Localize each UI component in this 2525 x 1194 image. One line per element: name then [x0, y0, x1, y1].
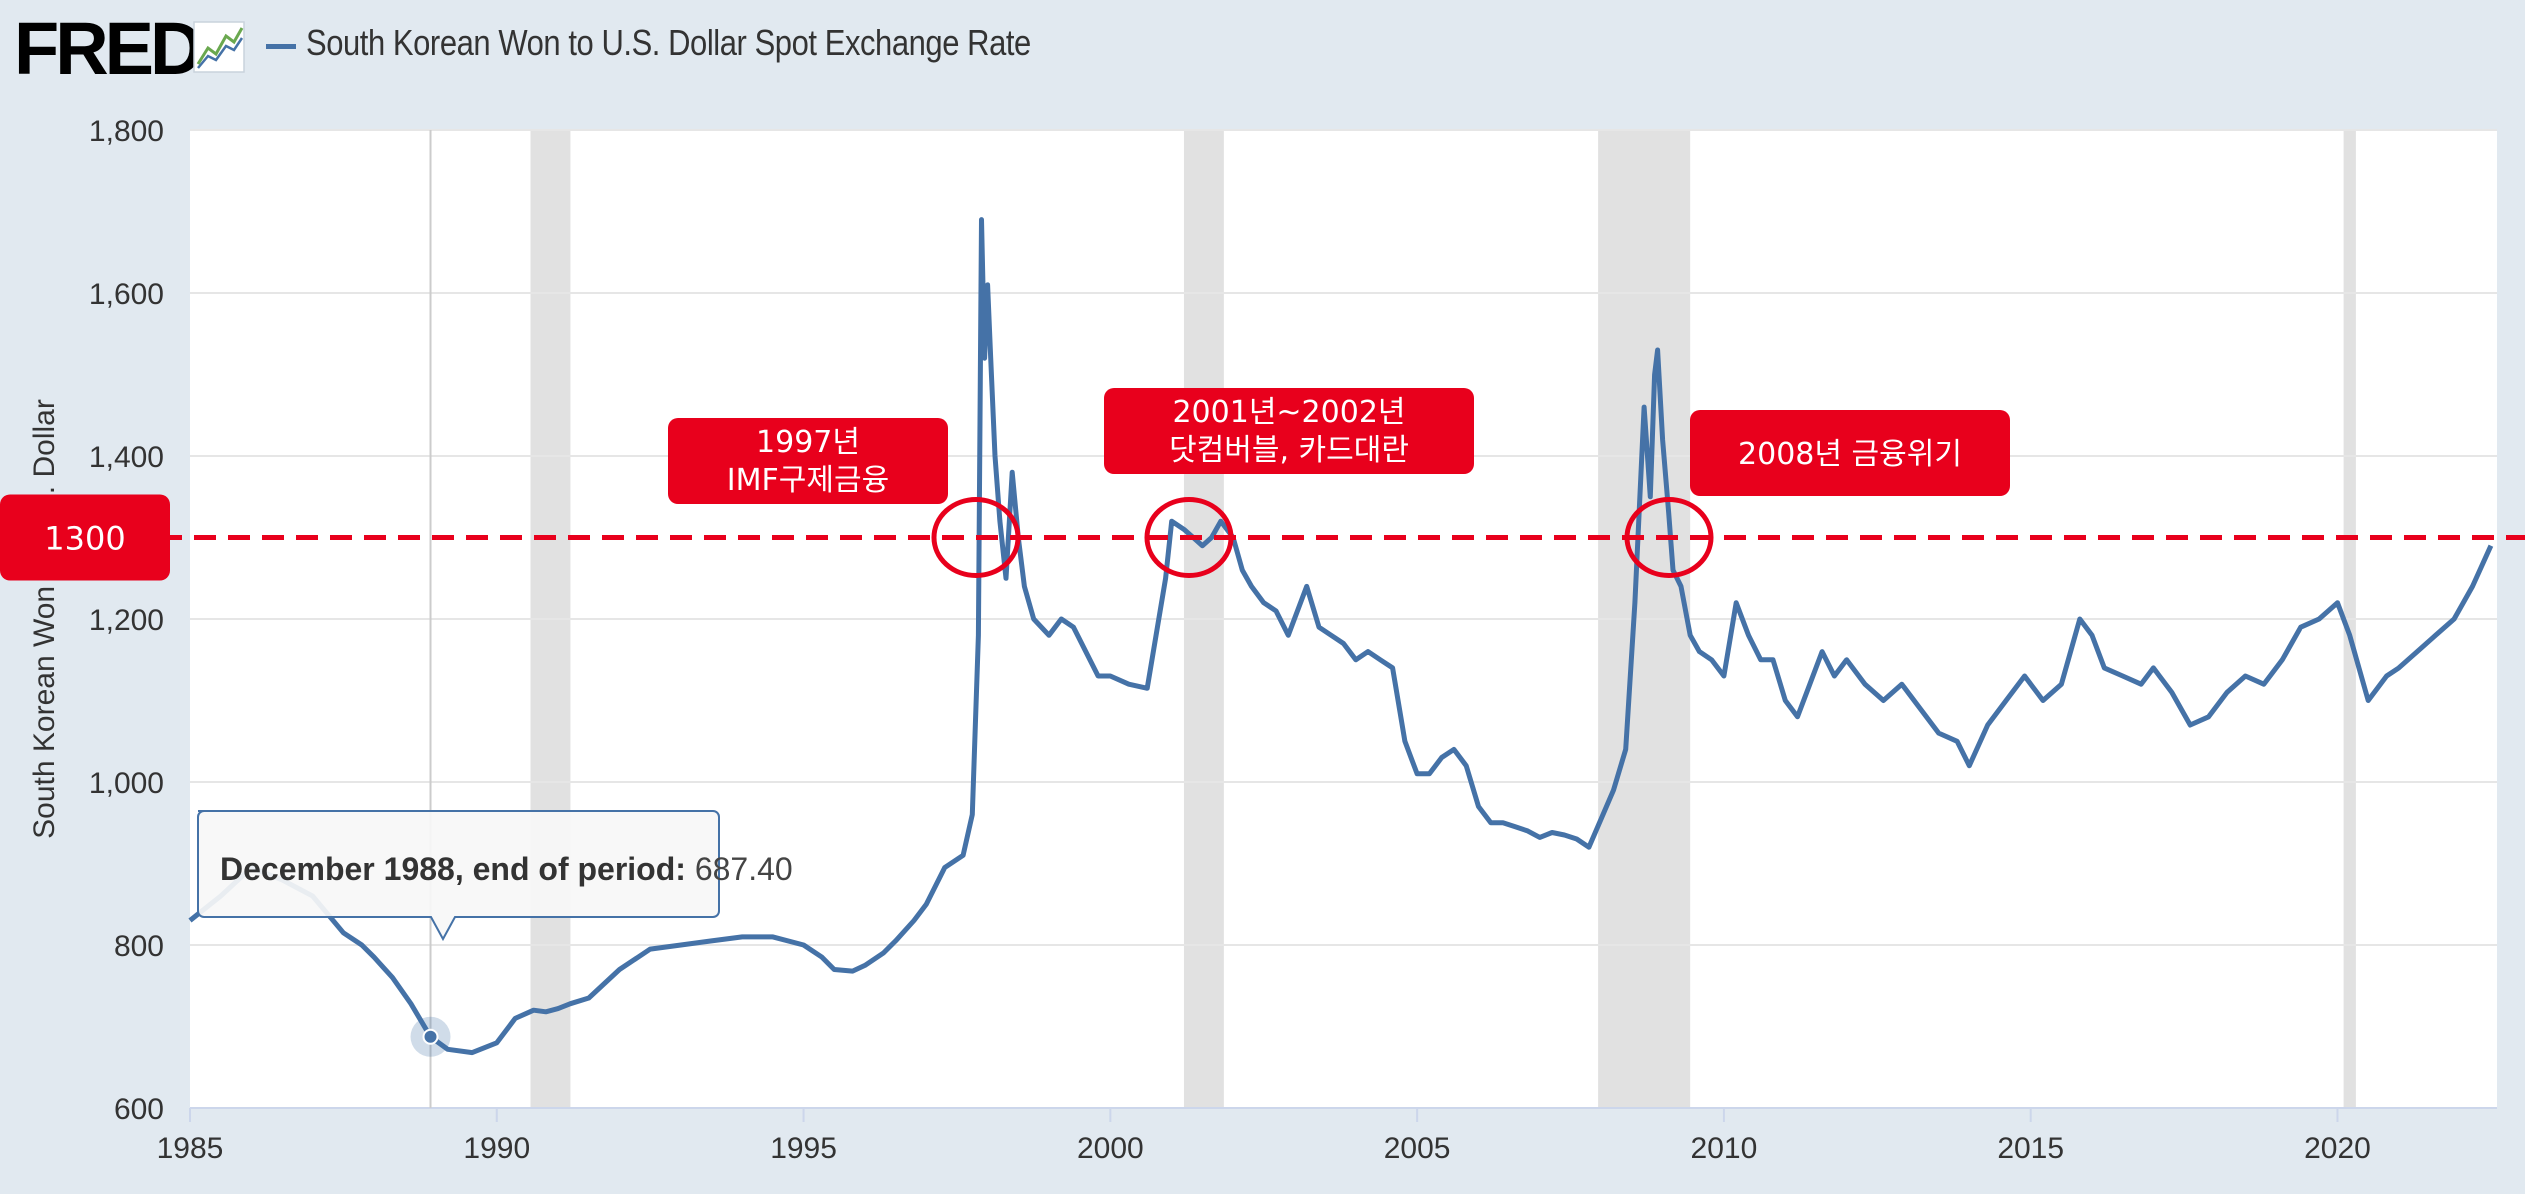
- fred-logo[interactable]: FRED: [14, 7, 203, 90]
- tooltip: December 1988, end of period: 687.40: [197, 810, 793, 942]
- annotation-text: IMF구제금융: [727, 463, 889, 498]
- graph-logo-icon: [193, 21, 245, 73]
- y-tick-label: 1,200: [89, 604, 164, 637]
- tooltip-value: 687.40: [686, 851, 793, 887]
- x-tick-label: 1995: [770, 1132, 837, 1165]
- annotation-text: 1997년: [756, 425, 860, 460]
- chart-header: FRED South Korean Won to U.S. Dollar Spo…: [0, 0, 2525, 100]
- annotation-text: 2001년~2002년: [1172, 395, 1405, 430]
- y-tick-label: 1,000: [89, 767, 164, 800]
- annotation-text: 2008년 금융위기: [1738, 437, 1962, 472]
- hover-point: [422, 1028, 439, 1045]
- x-tick-label: 1990: [463, 1132, 530, 1165]
- annotation-box: [1690, 410, 2010, 496]
- y-tick-label: 800: [114, 930, 164, 963]
- annotation-box: [668, 418, 948, 504]
- x-tick-label: 1985: [157, 1132, 224, 1165]
- x-tick-label: 2000: [1077, 1132, 1144, 1165]
- tooltip-label: December 1988, end of period: 687.40: [220, 851, 793, 887]
- plot-area: 600 800 1,000 1,200 1,400 1,600 1,800 1985 1990 1…: [0, 115, 2525, 1165]
- y-tick-label: 1,800: [89, 115, 164, 148]
- y-axis-title: South Korean Won to U.S. Dollar: [28, 399, 61, 839]
- x-tick-label: 2010: [1691, 1132, 1758, 1165]
- series-line: [188, 217, 2494, 1056]
- y-tick-label: 1,400: [89, 441, 164, 474]
- annotation-circle: [1144, 497, 1234, 578]
- legend-series-title[interactable]: South Korean Won to U.S. Dollar Spot Exc…: [306, 22, 1031, 63]
- y-tick-label: 600: [114, 1093, 164, 1126]
- x-tick-label: 2015: [1997, 1132, 2064, 1165]
- legend-swatch: [266, 44, 296, 49]
- y-tick-label: 1,600: [89, 278, 164, 311]
- reference-label-box: [0, 494, 170, 581]
- tooltip-box: [197, 810, 720, 942]
- reference-label: 1300: [44, 520, 125, 558]
- tooltip-label-text: December 1988, end of period:: [220, 851, 686, 887]
- annotation-text: 닷컴버블, 카드대란: [1169, 433, 1409, 468]
- x-tick-label: 2005: [1384, 1132, 1451, 1165]
- annotation-box: [1104, 388, 1474, 474]
- annotation-circle: [931, 497, 1021, 578]
- annotation-circle: [1624, 497, 1714, 578]
- x-tick-label: 2020: [2304, 1132, 2371, 1165]
